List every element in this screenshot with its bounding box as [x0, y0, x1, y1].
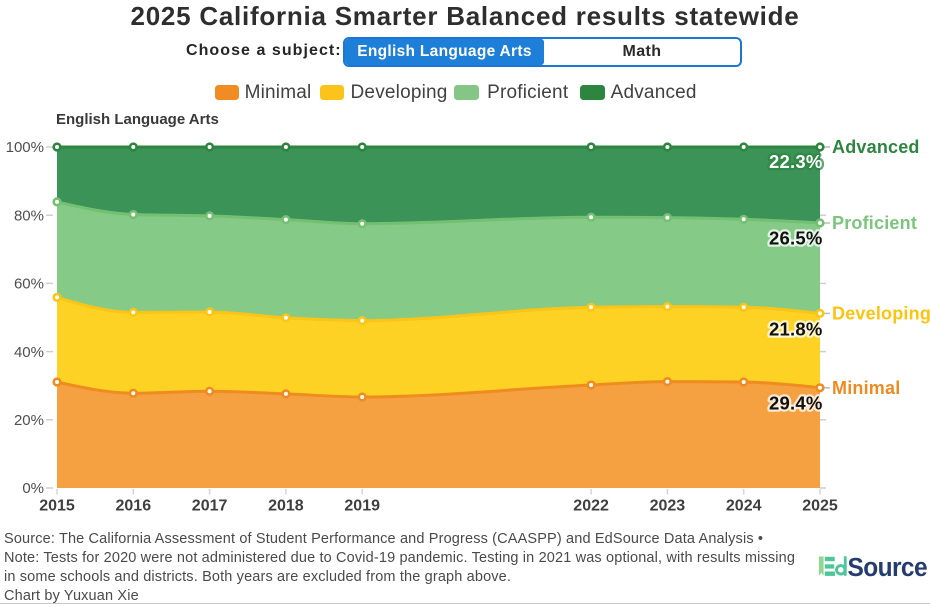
- svg-text:2017: 2017: [192, 498, 228, 515]
- svg-text:26.5%: 26.5%: [769, 228, 822, 249]
- svg-text:2023: 2023: [650, 498, 686, 515]
- svg-text:21.8%: 21.8%: [769, 319, 822, 340]
- svg-text:Developing: Developing: [832, 303, 930, 323]
- svg-text:20%: 20%: [14, 412, 44, 429]
- svg-text:2022: 2022: [573, 498, 609, 515]
- svg-text:2024: 2024: [726, 498, 762, 515]
- svg-text:2016: 2016: [116, 498, 152, 515]
- svg-text:2015: 2015: [39, 498, 75, 515]
- svg-text:Minimal: Minimal: [832, 378, 900, 398]
- svg-text:22.3%: 22.3%: [769, 151, 822, 172]
- svg-text:40%: 40%: [14, 344, 44, 361]
- svg-text:Source: Source: [848, 554, 928, 582]
- svg-text:29.4%: 29.4%: [769, 393, 822, 414]
- svg-text:60%: 60%: [14, 276, 44, 293]
- svg-text:2018: 2018: [268, 498, 304, 515]
- svg-text:0%: 0%: [22, 480, 44, 497]
- svg-text:Proficient: Proficient: [832, 213, 917, 233]
- svg-text:2025: 2025: [802, 498, 838, 515]
- svg-text:100%: 100%: [6, 139, 44, 156]
- svg-text:2019: 2019: [344, 498, 380, 515]
- svg-text:80%: 80%: [14, 207, 44, 224]
- svg-text:Advanced: Advanced: [832, 137, 920, 157]
